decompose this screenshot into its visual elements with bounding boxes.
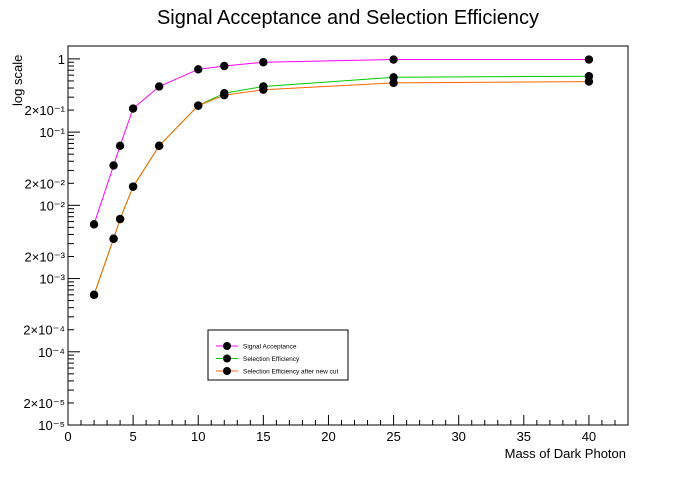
chart-title: Signal Acceptance and Selection Efficien… (157, 7, 539, 29)
y-axis-label: log scale (10, 55, 25, 106)
legend-label: Selection Efficiency (243, 356, 300, 363)
x-axis-ticks: 0 5 10 15 20 25 30 35 40 (64, 415, 629, 444)
legend-label: Selection Efficiency after new cut (243, 369, 338, 376)
series-line (93, 59, 589, 225)
x-tick-label: 15 (256, 429, 270, 444)
x-tick-label: 5 (129, 429, 136, 444)
series-layer (89, 55, 594, 300)
data-point (154, 141, 164, 151)
x-tick-label: 40 (582, 429, 596, 444)
y-tick-label: 2×10⁻⁵ (23, 396, 65, 411)
y-tick-label: 2×10⁻² (25, 176, 66, 191)
legend: Signal Acceptance Selection Efficiency Sel… (207, 329, 349, 381)
y-tick-label: 10⁻³ (39, 272, 65, 287)
x-tick-label: 35 (517, 429, 531, 444)
y-tick-label: 2×10⁻⁴ (23, 323, 65, 338)
data-point (154, 82, 164, 91)
x-tick-label: 0 (64, 429, 71, 444)
series-2 (89, 72, 594, 300)
y-tick-label: 1 (58, 52, 65, 67)
y-axis-ticks: 1 2×10⁻¹ 10⁻¹ 2×10⁻² 10⁻² 2×10⁻³ 10⁻³ 2×10⁻⁴ 10⁻… (23, 52, 80, 433)
data-point (109, 234, 118, 243)
x-tick-label: 10 (191, 429, 205, 444)
legend-entry: Selection Efficiency after new cut (216, 367, 338, 376)
x-tick-label: 25 (386, 429, 400, 444)
data-point (89, 220, 99, 229)
series-line (93, 75, 589, 295)
legend-marker (223, 342, 231, 350)
y-tick-label: 10⁻⁵ (38, 418, 65, 433)
data-point (259, 58, 268, 67)
series-1 (89, 55, 594, 229)
legend-marker (223, 367, 231, 375)
x-tick-label: 30 (451, 429, 465, 444)
data-point (584, 77, 594, 86)
data-point (389, 55, 398, 64)
data-point (194, 65, 203, 74)
data-point (115, 214, 125, 224)
plot-area-border (67, 45, 629, 426)
legend-entry: Signal Acceptance (216, 342, 297, 351)
x-tick-label: 20 (321, 429, 335, 444)
y-tick-label: 2×10⁻¹ (25, 103, 66, 118)
plot-frame (67, 45, 629, 426)
y-tick-label: 2×10⁻³ (25, 250, 66, 265)
data-point (194, 101, 203, 110)
y-tick-label: 10⁻² (39, 198, 65, 213)
legend-box (207, 329, 349, 381)
y-tick-label: 10⁻¹ (39, 125, 65, 140)
data-point (128, 104, 138, 113)
data-point (220, 90, 229, 100)
data-point (389, 78, 398, 88)
data-point (115, 141, 125, 151)
legend-entry: Selection Efficiency (216, 354, 300, 363)
data-point (128, 182, 138, 191)
legend-marker (223, 354, 231, 363)
data-point (259, 85, 268, 94)
legend-label: Signal Acceptance (243, 344, 297, 351)
series-3 (89, 77, 594, 300)
series-line (93, 81, 589, 295)
data-point (109, 161, 118, 170)
data-point (220, 61, 229, 71)
y-tick-label: 10⁻⁴ (38, 345, 65, 360)
data-point (89, 290, 99, 300)
data-point (584, 55, 594, 64)
x-axis-label: Mass of Dark Photon (505, 446, 626, 461)
